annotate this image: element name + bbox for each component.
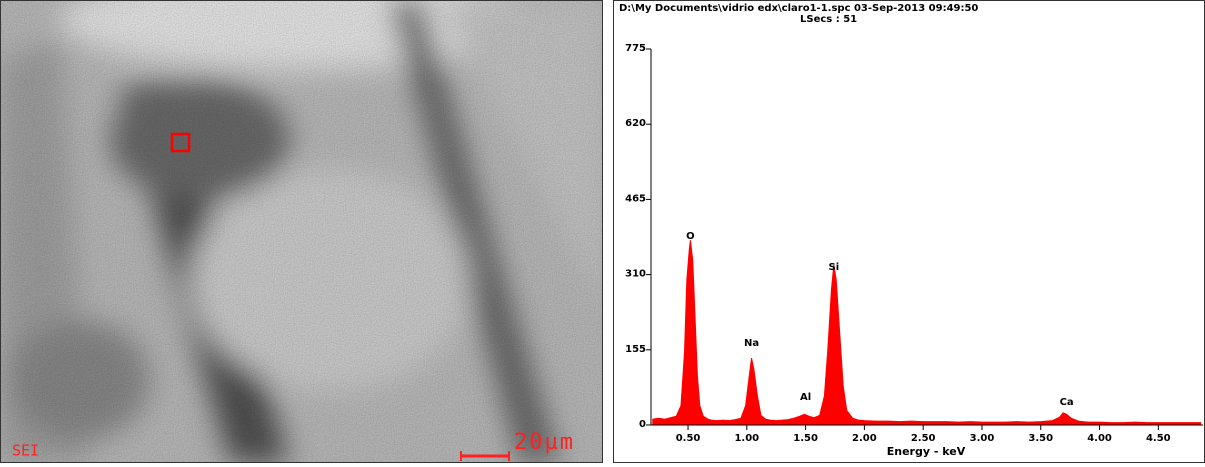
x-tick-label: 2.00 [852, 433, 877, 444]
peak-label: Si [829, 262, 840, 273]
x-tick-label: 0.50 [676, 433, 701, 444]
x-tick-label: 3.00 [970, 433, 995, 444]
peak-label: Na [744, 338, 759, 349]
x-tick-label: 4.00 [1087, 433, 1112, 444]
chart-subtitle: LSecs : 51 [800, 14, 857, 25]
peak-label: Al [800, 392, 811, 403]
peak-label: Ca [1060, 397, 1074, 408]
y-tick-label: 310 [625, 269, 646, 280]
y-tick-label: 0 [639, 419, 646, 430]
micrograph: SEI 20µm [0, 0, 603, 463]
x-tick-label: 2.50 [911, 433, 936, 444]
x-axis-label: Energy - keV [887, 445, 966, 458]
figure: SEI 20µm D:\My Documents\vidrio edx\clar… [0, 0, 1205, 463]
x-tick-label: 1.00 [734, 433, 759, 444]
chart-title: D:\My Documents\vidrio edx\claro1-1.spc … [619, 3, 978, 14]
y-tick-label: 465 [625, 193, 646, 204]
y-tick-label: 620 [625, 118, 646, 129]
peak-label: O [686, 231, 695, 242]
detector-label: SEI [12, 442, 39, 460]
x-tick-label: 4.50 [1146, 433, 1171, 444]
x-tick-label: 3.50 [1028, 433, 1053, 444]
y-tick-label: 155 [625, 344, 646, 355]
spectrum-border [614, 1, 1205, 463]
y-tick-label: 775 [625, 43, 646, 54]
scale-bar-label: 20µm [514, 430, 575, 455]
x-tick-label: 1.50 [793, 433, 818, 444]
